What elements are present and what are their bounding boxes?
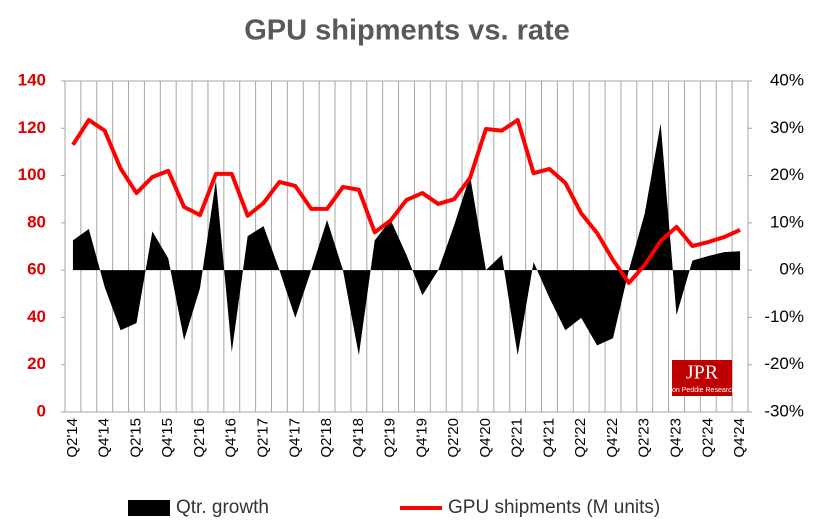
- x-tick-label: Q4'14: [96, 418, 113, 458]
- legend-label: Qtr. growth: [176, 497, 269, 518]
- logo-box: [672, 360, 732, 396]
- x-tick-label: Q2'19: [382, 418, 399, 458]
- y-tick-label: 60: [27, 260, 46, 279]
- chart-title: GPU shipments vs. rate: [244, 15, 570, 47]
- x-tick-label: Q2'23: [636, 418, 653, 458]
- x-tick-label: Q2'17: [255, 418, 272, 458]
- x-tick-label: Q2'16: [191, 418, 208, 458]
- x-tick-label: Q2'20: [445, 418, 462, 458]
- x-tick-label: Q4'15: [159, 418, 176, 458]
- y-tick-label: 100: [18, 165, 46, 184]
- x-tick-label: Q4'18: [350, 418, 367, 458]
- y2-tick-label: 30%: [770, 118, 804, 137]
- y-tick-label: 0: [37, 401, 46, 420]
- x-tick-label: Q2'21: [509, 418, 526, 458]
- x-tick-label: Q2'24: [699, 418, 716, 458]
- logo-text: JPR: [686, 362, 719, 384]
- x-tick-label: Q4'17: [286, 418, 303, 458]
- x-tick-label: Q2'14: [64, 418, 81, 458]
- x-tick-label: Q4'24: [731, 418, 748, 458]
- y-tick-label: 140: [18, 70, 46, 89]
- y-tick-label: 40: [27, 307, 46, 326]
- legend-swatch: [128, 500, 170, 516]
- x-tick-label: Q4'23: [667, 418, 684, 458]
- shipments-line: [71, 118, 741, 285]
- growth-area: [72, 123, 741, 356]
- x-tick-label: Q2'22: [572, 418, 589, 458]
- x-tick-label: Q4'20: [477, 418, 494, 458]
- legend-label: GPU shipments (M units): [448, 497, 660, 518]
- x-tick-label: Q4'19: [413, 418, 430, 458]
- y2-tick-label: 10%: [770, 212, 804, 231]
- x-tick-label: Q4'16: [223, 418, 240, 458]
- x-tick-label: Q4'21: [540, 418, 557, 458]
- y2-tick-label: -10%: [764, 307, 804, 326]
- logo-subtext: Jon Peddie Research: [669, 387, 736, 394]
- y-tick-label: 120: [18, 118, 46, 137]
- y2-tick-label: 40%: [770, 70, 804, 89]
- plot-frame: [64, 80, 749, 413]
- y-tick-label: 20: [27, 354, 46, 373]
- y-tick-label: 80: [27, 212, 46, 231]
- y2-tick-label: -30%: [764, 401, 804, 420]
- y2-tick-label: 0%: [779, 260, 804, 279]
- x-tick-label: Q4'22: [604, 418, 621, 458]
- y2-tick-label: 20%: [770, 165, 804, 184]
- logo: JPR Jon Peddie Research: [669, 360, 736, 396]
- x-tick-label: Q2'15: [127, 418, 144, 458]
- y2-tick-label: -20%: [764, 354, 804, 373]
- x-tick-label: Q2'18: [318, 418, 335, 458]
